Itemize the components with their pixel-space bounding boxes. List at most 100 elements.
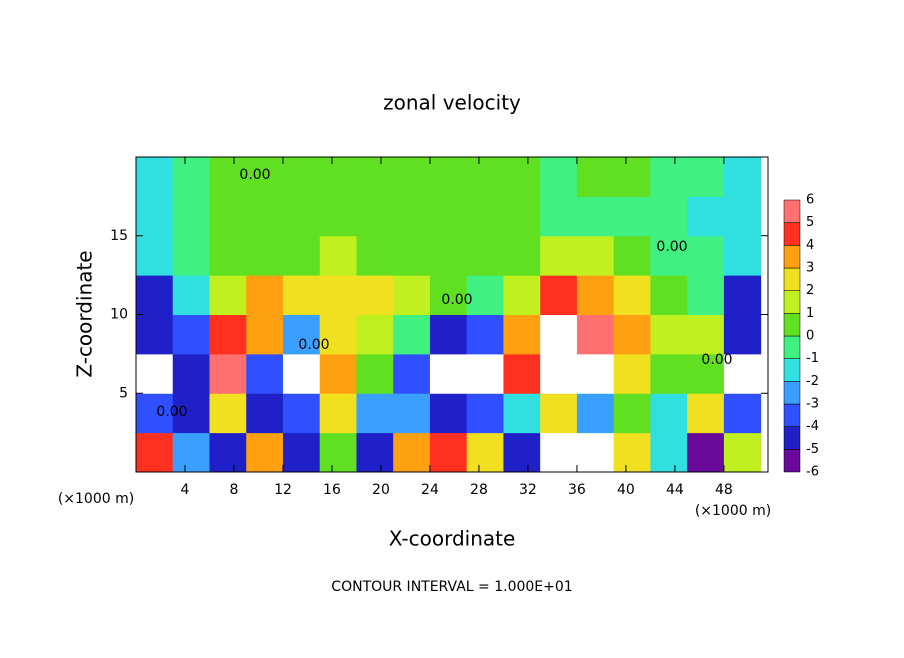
x-tick-label: 32: [519, 482, 537, 498]
heat-cell: [723, 235, 762, 276]
heat-cell: [429, 196, 468, 237]
heat-cell: [246, 275, 284, 315]
heat-cell: [393, 235, 431, 276]
colorbar-swatch: [783, 290, 801, 314]
x-tick-label: 40: [617, 482, 635, 498]
heat-cell: [503, 393, 541, 434]
heat-cell: [723, 393, 762, 434]
heat-cell: [576, 314, 615, 355]
x-tick-label: 24: [421, 482, 439, 498]
heat-cell: [209, 275, 247, 315]
y-axis-label: Z-coordinate: [73, 250, 97, 377]
heat-cell: [356, 196, 394, 237]
colorbar-swatch: [783, 199, 801, 223]
heat-cell: [172, 353, 210, 394]
heat-cell: [723, 432, 762, 472]
heat-cell: [282, 432, 321, 472]
heat-cell: [319, 393, 357, 434]
heat-cell: [613, 353, 651, 394]
heat-cell: [613, 235, 651, 276]
heat-cell: [282, 353, 321, 394]
heat-cell: [466, 235, 504, 276]
heat-cell: [429, 353, 468, 394]
heat-cell: [246, 196, 284, 237]
heat-cell: [723, 157, 762, 197]
heat-cell: [576, 275, 615, 315]
contour-label: 0.00: [239, 167, 270, 183]
heat-cell: [172, 275, 210, 315]
heat-cell: [466, 432, 504, 472]
heatmap: [136, 157, 762, 472]
heat-cell: [576, 235, 615, 276]
heat-cell: [687, 157, 725, 197]
colorbar-swatch: [783, 358, 801, 382]
heat-cell: [136, 432, 174, 472]
colorbar-label: -4: [806, 419, 819, 434]
heat-cell: [650, 393, 688, 434]
heat-cell: [687, 432, 725, 472]
heat-cell: [172, 196, 210, 237]
heat-cell: [503, 314, 541, 355]
heat-cell: [650, 196, 688, 237]
heat-cell: [540, 196, 578, 237]
heat-cell: [429, 235, 468, 276]
heat-cell: [503, 157, 541, 197]
colorbar-swatch: [783, 449, 801, 473]
heat-cell: [356, 353, 394, 394]
heat-cell: [687, 314, 725, 355]
heat-cell: [429, 393, 468, 434]
heat-cell: [209, 314, 247, 355]
heat-cell: [172, 314, 210, 355]
colorbar-label: -3: [806, 397, 819, 412]
colorbar-label: 4: [806, 238, 814, 253]
y-tick-label: 5: [119, 385, 128, 401]
heat-cell: [466, 353, 504, 394]
heat-cell: [172, 235, 210, 276]
footer: CONTOUR INTERVAL = 1.000E+01: [331, 579, 572, 595]
colorbar-swatch: [783, 313, 801, 337]
heat-cell: [613, 314, 651, 355]
heat-cell: [503, 275, 541, 315]
heat-cell: [429, 157, 468, 197]
heat-cell: [429, 432, 468, 472]
heat-cell: [319, 275, 357, 315]
x-tick-label: 44: [666, 482, 684, 498]
heat-cell: [282, 393, 321, 434]
x-unit: (×1000 m): [695, 503, 771, 519]
heat-cell: [576, 353, 615, 394]
heat-cell: [650, 275, 688, 315]
heat-cell: [356, 157, 394, 197]
heat-cell: [209, 235, 247, 276]
heat-cell: [613, 275, 651, 315]
heat-cell: [723, 196, 762, 237]
heat-cell: [687, 235, 725, 276]
heat-cell: [282, 314, 321, 355]
heat-cell: [319, 235, 357, 276]
heat-cell: [576, 432, 615, 472]
heat-cell: [650, 314, 688, 355]
heat-cell: [576, 157, 615, 197]
heat-cell: [540, 235, 578, 276]
heat-cell: [136, 196, 174, 237]
colorbar-swatch: [783, 267, 801, 291]
heat-cell: [136, 275, 174, 315]
heat-cell: [429, 314, 468, 355]
colorbar-label: 0: [806, 329, 814, 344]
heat-cell: [393, 393, 431, 434]
heat-cell: [319, 314, 357, 355]
heat-cell: [540, 353, 578, 394]
heat-cell: [613, 432, 651, 472]
heat-cell: [613, 196, 651, 237]
heat-cell: [393, 196, 431, 237]
y-tick-label: 15: [110, 228, 128, 244]
x-axis-label: X-coordinate: [389, 527, 516, 551]
heat-cell: [246, 432, 284, 472]
colorbar-label: -1: [806, 351, 819, 366]
x-tick-label: 16: [323, 482, 341, 498]
heat-cell: [429, 275, 468, 315]
heat-cell: [576, 196, 615, 237]
heat-cell: [246, 157, 284, 197]
heat-cell: [282, 235, 321, 276]
colorbar-swatch: [783, 403, 801, 427]
